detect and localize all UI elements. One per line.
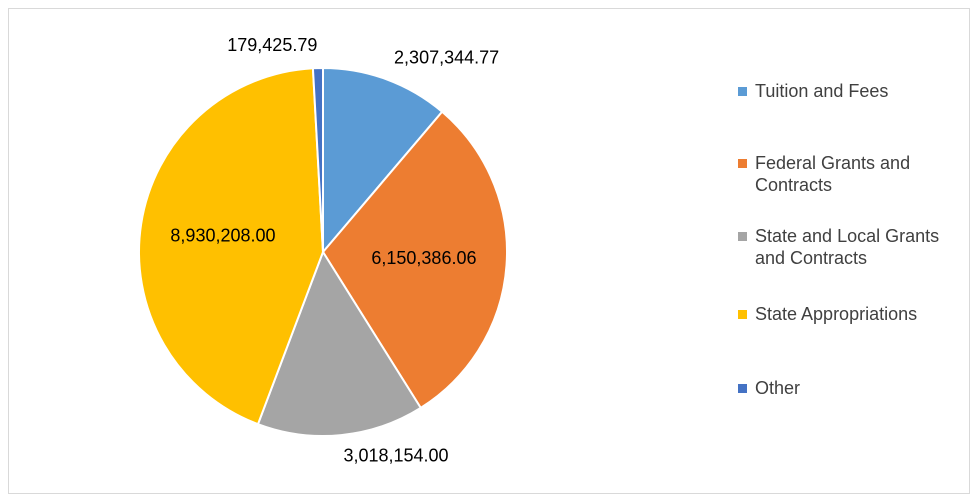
data-label: 2,307,344.77 <box>394 47 499 67</box>
chart-frame <box>8 8 970 494</box>
legend-swatch <box>738 232 747 241</box>
legend-item: State Appropriations <box>738 303 917 325</box>
legend-item: State and Local Grants and Contracts <box>738 225 968 269</box>
pie-slice <box>322 66 444 255</box>
pie-slice <box>311 66 324 253</box>
legend-label: Tuition and Fees <box>755 81 889 101</box>
legend-label: State and Local Grants and Contracts <box>755 226 940 268</box>
legend-item: Tuition and Fees <box>738 80 888 102</box>
pie-slice <box>138 67 325 426</box>
legend-item: Other <box>738 377 800 399</box>
legend-swatch <box>738 159 747 168</box>
pie-slice <box>321 110 508 410</box>
legend-label: Federal Grants and Contracts <box>755 153 911 195</box>
legend-item: Federal Grants and Contracts <box>738 152 968 196</box>
data-label: 3,018,154.00 <box>343 446 448 466</box>
data-label: 6,150,386.06 <box>371 248 476 268</box>
pie-slice <box>256 249 423 437</box>
legend-label: State Appropriations <box>755 304 918 324</box>
legend-swatch <box>738 310 747 319</box>
data-label: 8,930,208.00 <box>170 225 275 245</box>
data-label: 179,425.79 <box>227 35 317 55</box>
legend-label: Other <box>755 378 801 398</box>
legend-swatch <box>738 87 747 96</box>
legend-swatch <box>738 384 747 393</box>
